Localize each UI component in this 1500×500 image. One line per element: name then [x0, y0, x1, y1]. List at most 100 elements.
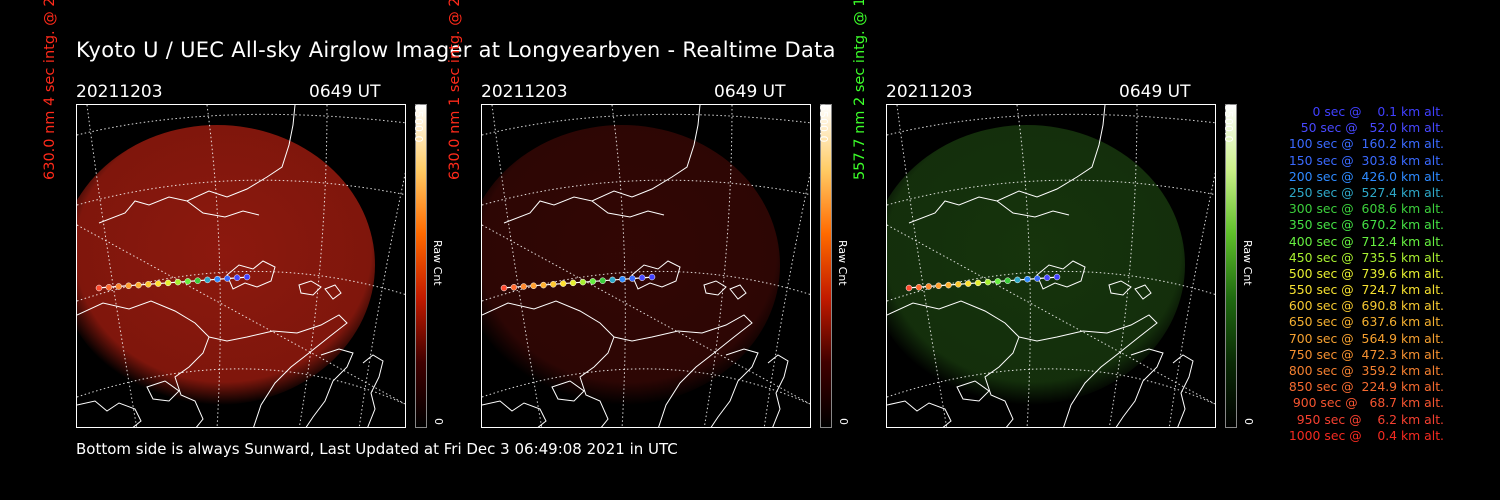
- coastline: [186, 200, 260, 218]
- trajectory-point: [638, 274, 646, 281]
- panel-time: 0649 UT: [1119, 82, 1191, 102]
- coastline: [710, 348, 759, 427]
- panel-date: 20211203: [76, 82, 163, 102]
- trajectory-point: [935, 282, 942, 290]
- legend-row: 100 sec @ 160.2 km alt.: [1288, 136, 1444, 152]
- colorbar: [820, 104, 832, 428]
- latlon-grid-line: [1108, 105, 1138, 427]
- coastline: [226, 260, 276, 290]
- coastline: [503, 105, 701, 224]
- trajectory-point: [1043, 274, 1051, 281]
- colorbar: [415, 104, 427, 428]
- allsky-map: [481, 104, 811, 428]
- map-svg: [887, 105, 1215, 427]
- coastline: [77, 300, 210, 427]
- trajectory-line: [501, 276, 655, 289]
- legend-row: 550 sec @ 724.7 km alt.: [1288, 282, 1444, 298]
- airglow-disk: [77, 125, 375, 405]
- latlon-grid-line: [887, 179, 1215, 206]
- latlon-grid-line: [482, 179, 810, 206]
- colorbar-min-label: 0: [432, 418, 445, 425]
- legend-row: 150 sec @ 303.8 km alt.: [1288, 152, 1444, 168]
- coastline: [887, 400, 952, 427]
- airglow-disk: [887, 125, 1185, 405]
- latlon-grid-line: [703, 105, 733, 427]
- legend-row: 900 sec @ 68.7 km alt.: [1292, 395, 1444, 411]
- trajectory-point: [1014, 276, 1021, 284]
- trajectory-point: [194, 277, 201, 284]
- coastline: [146, 380, 180, 402]
- trajectory-point: [945, 281, 952, 289]
- legend-row: 50 sec @ 52.0 km alt.: [1296, 120, 1444, 136]
- panel-ylabel: 630.0 nm 1 sec intg. @ 250 km: [447, 0, 463, 180]
- trajectory-point: [955, 281, 962, 288]
- trajectory-point: [520, 283, 527, 290]
- trajectory-point: [174, 278, 182, 286]
- altitude-legend: 0 sec @ 0.1 km alt. 50 sec @ 52.0 km alt…: [1262, 104, 1444, 444]
- trajectory-point: [224, 275, 231, 282]
- colorbar-unit-label: Raw Cnt: [836, 240, 849, 286]
- trajectory-point: [974, 279, 982, 287]
- coastline: [1108, 280, 1132, 296]
- trajectory-point: [619, 275, 626, 283]
- coastline: [1172, 354, 1194, 427]
- legend-row: 800 sec @ 359.2 km alt.: [1288, 363, 1444, 378]
- trajectory-point: [184, 278, 192, 285]
- trajectory-point: [125, 282, 132, 290]
- map-svg: [482, 105, 810, 427]
- page-title: Kyoto U / UEC All-sky Airglow Imager at …: [76, 38, 836, 62]
- allsky-map: [76, 104, 406, 428]
- latlon-grid-line: [887, 368, 1215, 405]
- airglow-panel-630nm-4sec: 20211203 0649 UT 630.0 nm 4 sec intg. @ …: [42, 0, 496, 440]
- trajectory-point: [214, 275, 221, 283]
- trajectory-point: [540, 281, 547, 289]
- latlon-grid-line: [77, 368, 405, 405]
- latlon-grid-line: [491, 105, 543, 427]
- trajectory-point: [233, 274, 241, 281]
- coastline: [305, 348, 354, 427]
- trajectory-point: [145, 281, 152, 288]
- footer-status: Bottom side is always Sunward, Last Upda…: [76, 440, 678, 458]
- coastline: [908, 105, 1106, 224]
- colorbar-min-label: 0: [837, 418, 850, 425]
- legend-row: 350 sec @ 670.2 km alt.: [1288, 217, 1444, 233]
- colorbar-unit-label: Raw Cnt: [1241, 240, 1254, 286]
- trajectory-point: [1034, 275, 1041, 282]
- colorbar-max-label: 6500.0: [412, 104, 425, 143]
- coastline: [996, 200, 1070, 218]
- trajectory-point: [648, 273, 656, 281]
- coastline: [298, 280, 322, 296]
- coastline: [77, 400, 142, 427]
- coastline: [956, 380, 990, 402]
- colorbar-max-label: 6500.0: [817, 104, 830, 143]
- allsky-map: [886, 104, 1216, 428]
- panel-date: 20211203: [481, 82, 568, 102]
- map-svg: [77, 105, 405, 427]
- trajectory-line: [96, 276, 250, 289]
- coastline: [1018, 314, 1158, 427]
- legend-row: 1000 sec @ 0.4 km alt.: [1288, 427, 1444, 443]
- trajectory-point: [1053, 273, 1061, 281]
- coastline: [613, 314, 753, 427]
- trajectory-point: [135, 281, 142, 289]
- trajectory-point: [510, 284, 518, 291]
- colorbar-min-label: 0: [1242, 418, 1255, 425]
- legend-row: 700 sec @ 564.9 km alt.: [1288, 330, 1444, 346]
- trajectory-point: [984, 278, 992, 286]
- colorbar: [1225, 104, 1237, 428]
- latlon-grid-line: [611, 105, 626, 427]
- legend-row: 250 sec @ 527.4 km alt.: [1288, 184, 1444, 200]
- coastline: [482, 300, 615, 427]
- trajectory-point: [105, 284, 113, 291]
- trajectory-point: [95, 284, 103, 292]
- legend-row: 450 sec @ 735.5 km alt.: [1288, 249, 1444, 265]
- latlon-grid-line: [298, 105, 328, 427]
- trajectory-point: [994, 278, 1002, 285]
- legend-row: 0 sec @ 0.1 km alt.: [1304, 104, 1444, 119]
- legend-row: 200 sec @ 426.0 km alt.: [1288, 168, 1444, 184]
- trajectory-point: [164, 279, 172, 287]
- latlon-grid-line: [86, 105, 138, 427]
- trajectory-point: [243, 273, 251, 281]
- coastline: [1134, 284, 1152, 300]
- coastline: [1115, 348, 1164, 427]
